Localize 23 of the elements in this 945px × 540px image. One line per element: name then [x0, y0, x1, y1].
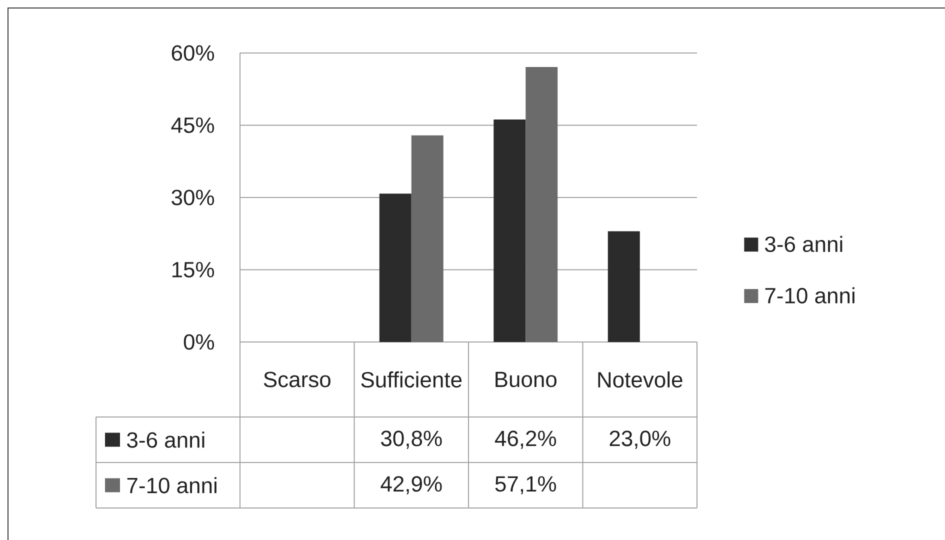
x-tick-label: Notevole — [598, 371, 682, 388]
data-label: 42,9% — [380, 476, 442, 494]
data-label: 30,8% — [381, 430, 442, 449]
bar — [608, 231, 640, 342]
y-tick-label: 0% — [184, 334, 214, 350]
bar — [379, 194, 412, 342]
x-tick-label: Buono — [496, 372, 556, 388]
bar — [494, 119, 526, 342]
y-tick-label: 45% — [171, 118, 214, 133]
legend-label: 7-10 anni — [765, 287, 854, 304]
text: 7-10 anni — [127, 477, 216, 494]
text: 3-6 anni — [127, 432, 204, 448]
data-label: 57,1% — [495, 476, 556, 494]
y-tick-label: 60% — [172, 45, 214, 61]
y-tick-label: 30% — [172, 190, 214, 206]
data-label: 23,0% — [610, 430, 670, 449]
bar — [411, 135, 444, 342]
legend-label: 3-6 anni — [765, 236, 842, 252]
y-tick-label: 15% — [172, 262, 214, 278]
data-label: 46,2% — [494, 430, 556, 449]
bar — [526, 66, 558, 342]
x-tick-label: Scarso — [264, 372, 330, 388]
x-tick-label: Sufficiente — [361, 371, 462, 388]
